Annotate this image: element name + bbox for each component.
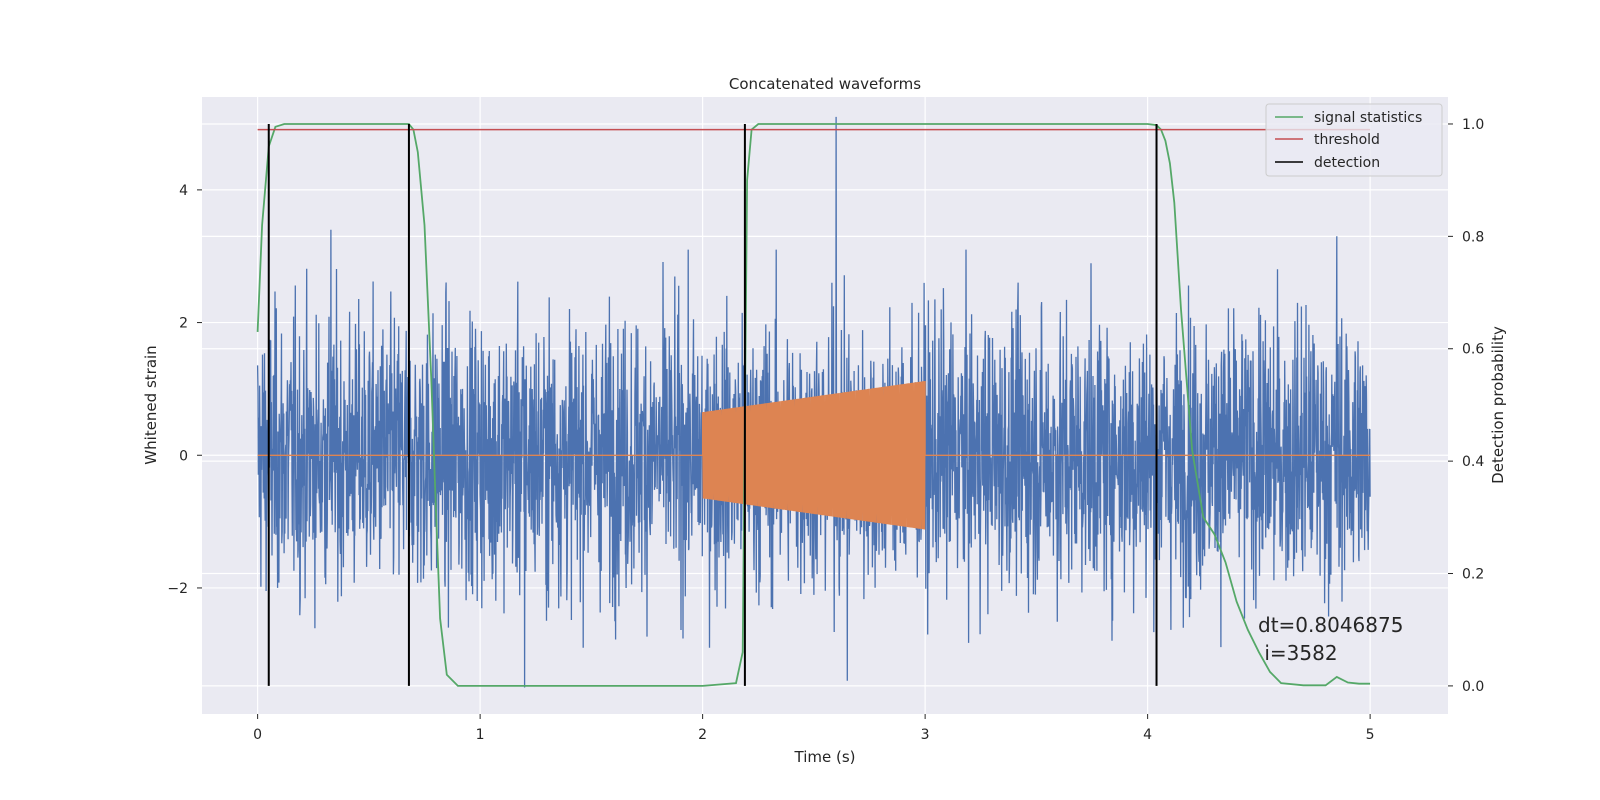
legend-box (1265, 103, 1443, 177)
annotation-dt: dt=0.8046875 (1258, 613, 1403, 637)
y-right-tick-label: 1.0 (1462, 117, 1484, 133)
x-tick-label: 2 (698, 727, 707, 743)
y-right-tick-label: 0.4 (1462, 454, 1484, 470)
y-left-tick-label: 2 (179, 316, 188, 332)
y-right-tick-label: 0.2 (1462, 567, 1484, 583)
legend-label-threshold: threshold (1314, 132, 1380, 148)
series-injected-chirp (257, 380, 1371, 530)
chart-title: Concatenated waveforms (729, 75, 921, 93)
series-layer (256, 116, 1371, 688)
legend-label-detection: detection (1314, 155, 1380, 171)
y-axis-label-right: Detection probability (1489, 326, 1507, 484)
legend: signal statistics threshold detection (1265, 103, 1443, 177)
legend-label-signal-statistics: signal statistics (1314, 110, 1422, 126)
x-tick-label: 1 (476, 727, 485, 743)
x-axis-label: Time (s) (794, 748, 856, 766)
y-left-tick-label: 4 (179, 183, 188, 199)
ticks: 0 1 2 3 4 5 −2 0 2 4 0.0 0.2 0.4 0.6 0.8 1.0 (167, 117, 1484, 743)
y-right-tick-label: 0.6 (1462, 342, 1484, 358)
y-axis-label-left: Whitened strain (142, 345, 160, 464)
x-tick-label: 5 (1366, 727, 1375, 743)
series-whitened-strain (256, 116, 1371, 688)
y-left-tick-label: 0 (179, 448, 188, 464)
y-right-tick-label: 0.0 (1462, 679, 1484, 695)
x-tick-label: 0 (253, 727, 262, 743)
x-tick-label: 4 (1143, 727, 1152, 743)
y-left-tick-label: −2 (167, 581, 188, 597)
y-right-tick-label: 0.8 (1462, 229, 1484, 245)
x-tick-label: 3 (921, 727, 930, 743)
annotation-i: i=3582 (1258, 641, 1338, 665)
